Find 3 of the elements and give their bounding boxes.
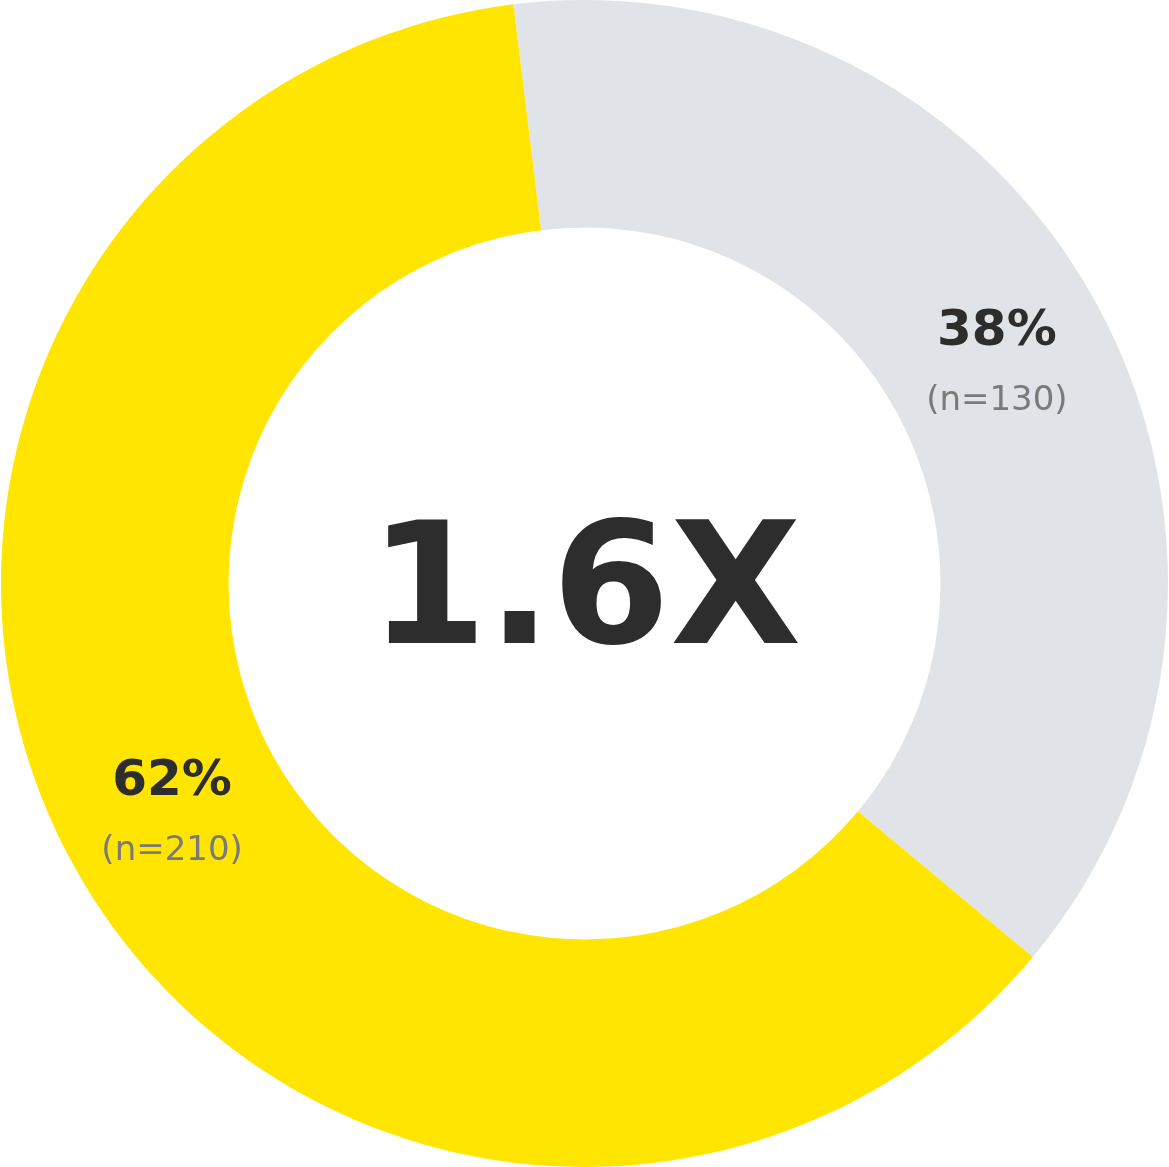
data-label: 62% (n=210) — [101, 748, 243, 868]
text: 1.6X — [369, 485, 802, 683]
data-label: 38% (n=130) — [926, 299, 1068, 419]
